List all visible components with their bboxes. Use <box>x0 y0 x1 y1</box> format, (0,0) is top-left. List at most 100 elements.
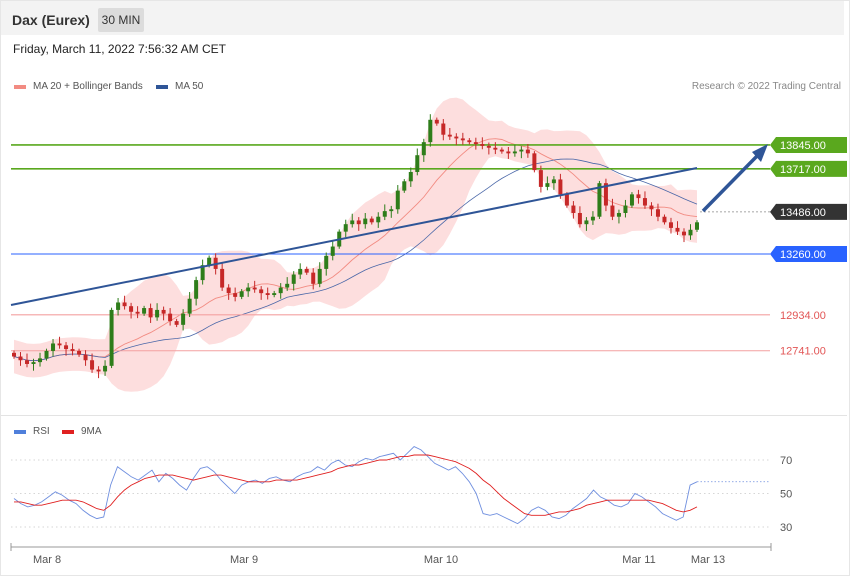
x-tick-label-0: Mar 8 <box>33 554 61 566</box>
candle-body <box>122 302 127 307</box>
bollinger-band-layer <box>14 97 697 392</box>
candle-body <box>304 268 309 273</box>
candle-body <box>486 145 491 148</box>
candle-body <box>38 358 43 363</box>
candle-body <box>460 138 465 141</box>
candle-body <box>519 149 524 152</box>
time-axis: Mar 8 Mar 9 Mar 10 Mar 11 Mar 13 <box>10 543 772 566</box>
candle-body <box>408 171 413 182</box>
candle-body <box>636 194 641 199</box>
candle-body <box>187 298 192 314</box>
candle-body <box>467 140 472 143</box>
candle-body <box>324 255 329 269</box>
level-label-2: 13486.00 <box>780 207 826 219</box>
level-tag-0 <box>770 136 847 153</box>
level-label-layer: 13845.00 13717.00 13486.00 13260.00 12934.00… <box>770 136 847 358</box>
x-tick-label-3: Mar 11 <box>622 554 655 566</box>
candle-body <box>473 142 478 145</box>
level-label-1: 13717.00 <box>780 164 826 176</box>
candle-body <box>31 362 36 364</box>
candle-body <box>259 289 264 294</box>
candle-body <box>194 280 199 299</box>
candle-body <box>272 293 277 296</box>
candle-body <box>642 198 647 206</box>
candle-body <box>246 287 251 292</box>
candle-body <box>428 119 433 143</box>
legend-swatch-rsi-ma <box>62 429 74 434</box>
legend-ma20-bollinger: MA 20 + Bollinger Bands <box>14 81 143 92</box>
candle-body <box>90 360 95 370</box>
candle-body <box>252 287 257 290</box>
candle-body <box>25 360 30 364</box>
candle-body <box>265 293 270 296</box>
rsi-tick-30: 30 <box>780 522 792 534</box>
level-label-4: 12934.00 <box>780 310 826 322</box>
level-tag-1 <box>770 160 847 177</box>
candle-body <box>298 268 303 275</box>
moving-average-layer <box>13 138 698 362</box>
timeframe-button[interactable]: 30 MIN <box>98 8 144 32</box>
candle-body <box>70 349 75 351</box>
candle-body <box>311 272 316 284</box>
candle-body <box>538 170 543 187</box>
candle-body <box>155 309 160 318</box>
candle-body <box>571 205 576 213</box>
level-label-5: 12741.00 <box>780 346 826 358</box>
candle-body <box>77 350 82 355</box>
candle-body <box>109 309 114 366</box>
candle-body <box>233 293 238 297</box>
candle-body <box>415 155 420 172</box>
candle-body <box>161 309 166 314</box>
candle-body <box>291 274 296 284</box>
candle-body <box>616 212 621 217</box>
legend-label-rsi-ma: 9MA <box>81 426 102 437</box>
candle-body <box>506 151 511 154</box>
candle-body <box>96 369 101 372</box>
candle-body <box>207 257 212 266</box>
candle-body <box>343 224 348 232</box>
candle-body <box>623 205 628 213</box>
candle-body <box>148 308 153 318</box>
legend-label-rsi: RSI <box>33 426 50 437</box>
candle-body <box>695 222 699 230</box>
candle-body <box>447 134 452 137</box>
candle-body <box>499 149 504 152</box>
trend-layer <box>10 144 768 306</box>
level-tag-2 <box>770 203 847 220</box>
legend-label-ma20: MA 20 + Bollinger Bands <box>33 81 143 92</box>
forecast-arrow-head <box>752 144 768 162</box>
legend-rsi: RSI <box>14 426 50 437</box>
level-tag-3 <box>770 246 847 262</box>
candle-body <box>512 151 517 154</box>
candle-body <box>395 190 400 210</box>
x-tick-label-2: Mar 10 <box>424 554 458 566</box>
candle-body <box>220 268 225 288</box>
pane-divider <box>1 415 847 416</box>
candle-body <box>649 205 654 210</box>
candle-body <box>655 209 660 217</box>
candle-body <box>285 283 290 288</box>
candlestick-layer <box>12 114 699 379</box>
forecast-arrow-shaft <box>701 152 761 213</box>
trend-line <box>10 167 698 306</box>
legend-label-ma50: MA 50 <box>175 81 204 92</box>
instrument-title: Dax (Eurex) <box>12 12 90 28</box>
candle-body <box>330 246 335 256</box>
legend-rsi-ma: 9MA <box>62 426 102 437</box>
candle-body <box>200 265 205 281</box>
candle-body <box>135 311 140 314</box>
candle-body <box>597 183 602 217</box>
legend-swatch-ma50 <box>156 84 168 89</box>
candle-body <box>532 153 537 171</box>
candle-body <box>688 229 693 236</box>
candle-body <box>369 218 374 223</box>
candle-body <box>103 365 108 372</box>
candle-body <box>681 231 686 236</box>
legend-swatch-rsi <box>14 429 26 434</box>
ma20-line <box>13 138 698 362</box>
candle-body <box>278 287 283 294</box>
research-credit: Research © 2022 Trading Central <box>691 81 841 92</box>
rsi-tick-50: 50 <box>780 489 792 501</box>
legend-swatch-ma20 <box>14 84 26 89</box>
candle-body <box>44 350 49 359</box>
